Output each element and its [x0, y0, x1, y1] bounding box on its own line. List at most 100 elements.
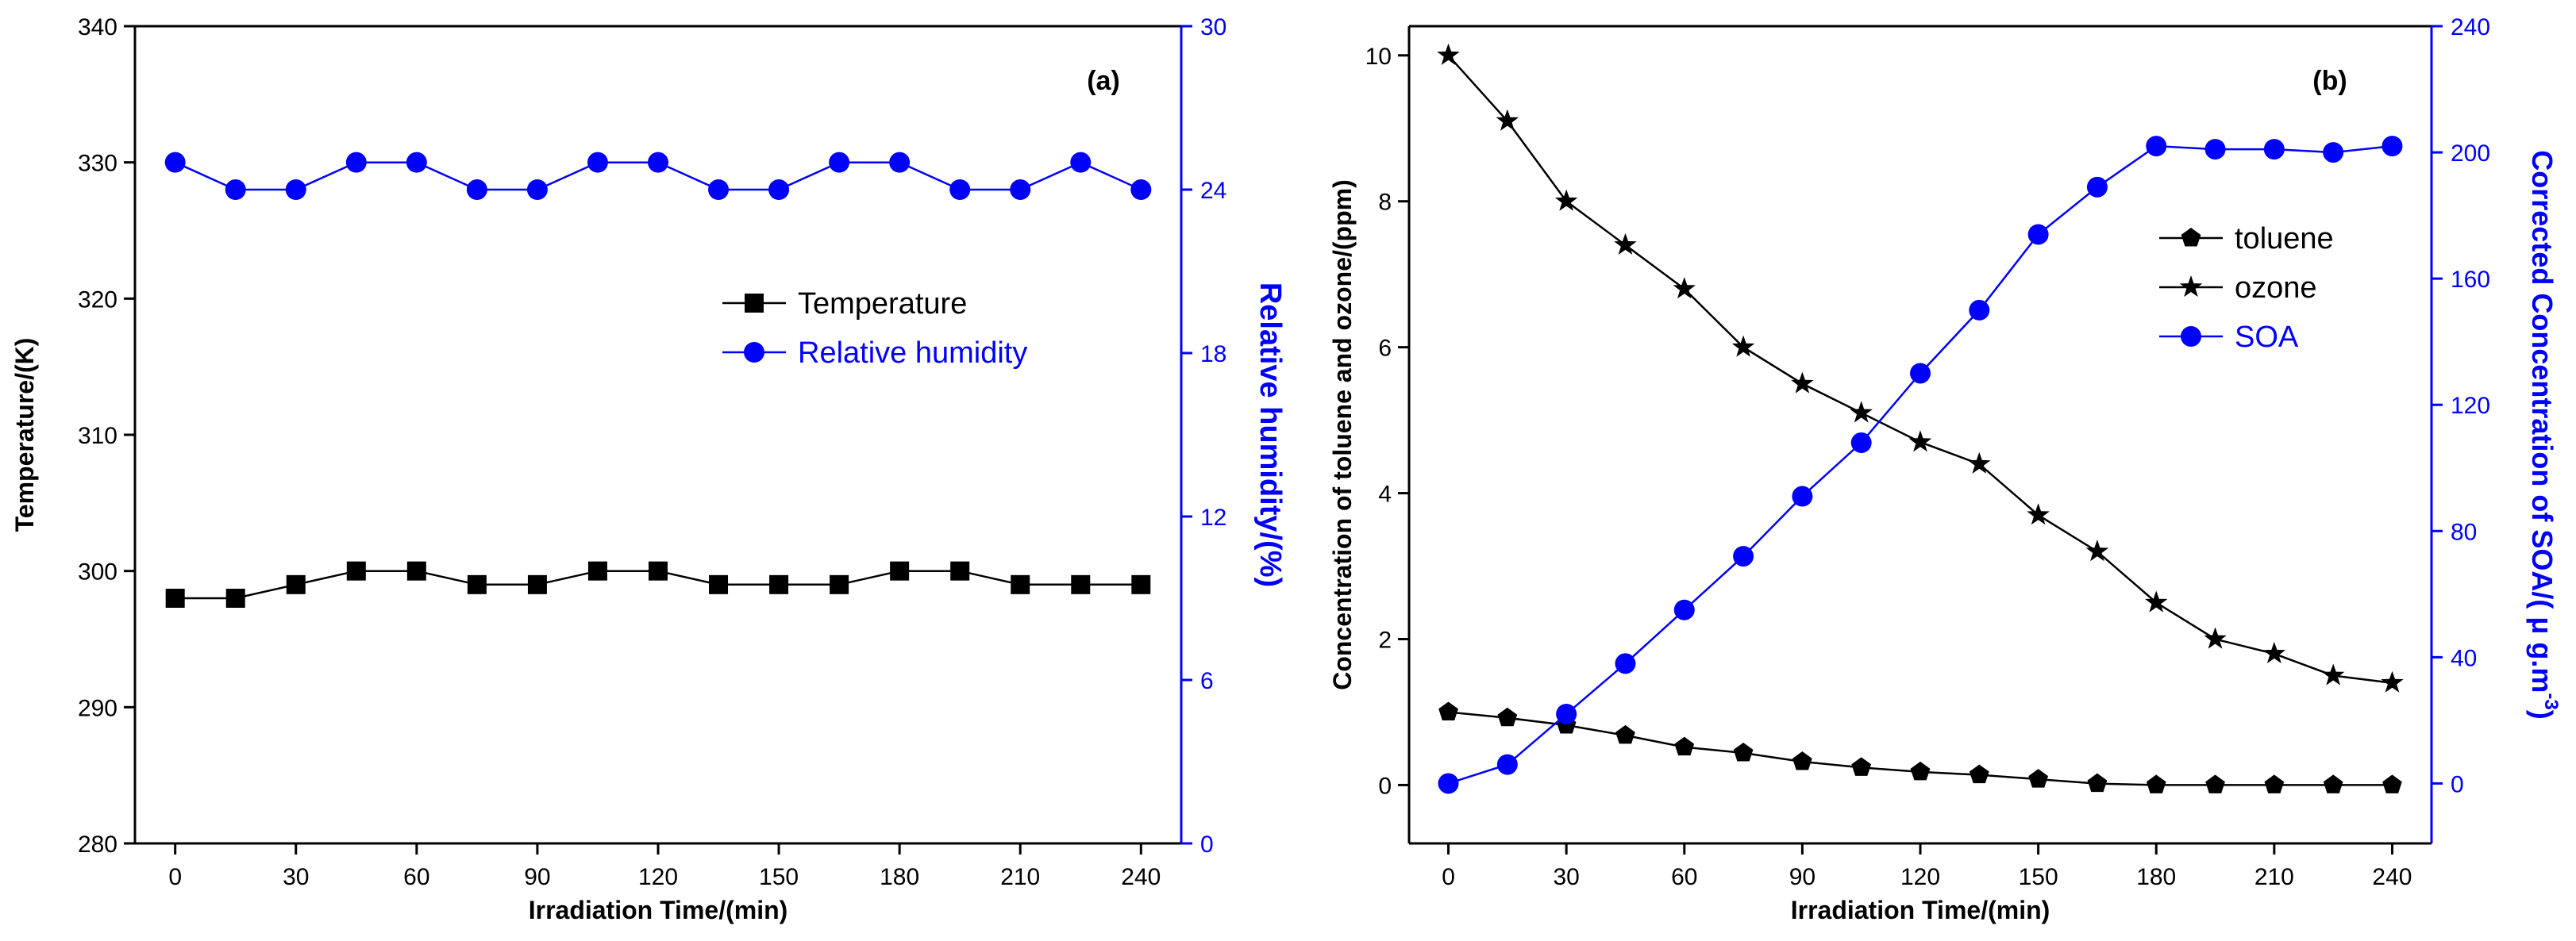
- data-point: [769, 574, 789, 594]
- y-right-tick-label: 240: [2451, 14, 2490, 40]
- data-point: [2262, 641, 2286, 663]
- data-point: [1969, 299, 1990, 321]
- y-left-tick-label: 280: [78, 832, 117, 858]
- x-tick-label: 120: [638, 864, 678, 890]
- y-right-tick-label: 18: [1200, 341, 1226, 367]
- data-point: [2027, 224, 2049, 245]
- data-point: [1131, 574, 1151, 594]
- y-left-tick-label: 0: [1378, 773, 1392, 799]
- data-point: [406, 152, 427, 173]
- legend: toluene ozone SOA: [2159, 222, 2334, 354]
- chart-panel-b: 0 30 60 90 120 150 180 210 240 0 2 4 6 8 10 0 40 80 120 160…: [1328, 14, 2562, 924]
- legend-entry: toluene: [2235, 222, 2334, 255]
- y-right-tick-label: 12: [1200, 505, 1226, 531]
- data-point: [2381, 670, 2404, 693]
- y-right-tick-label: 6: [1200, 668, 1214, 694]
- data-point: [466, 179, 487, 200]
- data-point: [406, 561, 426, 581]
- data-point: [648, 152, 668, 173]
- data-point: [768, 179, 790, 200]
- data-point: [527, 574, 547, 594]
- y-left-tick-label: 2: [1378, 628, 1392, 654]
- x-tick-label: 180: [880, 864, 919, 890]
- data-point: [949, 179, 971, 200]
- x-tick-label: 60: [403, 864, 429, 890]
- data-point: [708, 179, 730, 200]
- data-point: [1792, 751, 1812, 770]
- data-point: [889, 152, 911, 173]
- legend-marker: [2181, 326, 2201, 347]
- y-right-axis-label-close: ): [2526, 710, 2559, 720]
- y-right-tick-label: 160: [2451, 267, 2490, 293]
- data-point: [2264, 774, 2285, 793]
- data-point: [1614, 232, 1637, 255]
- legend-marker: [745, 294, 764, 313]
- data-point: [830, 574, 849, 594]
- x-tick-label: 30: [283, 864, 309, 890]
- data-point: [1010, 179, 1031, 200]
- y-left-tick-label: 320: [78, 286, 117, 313]
- data-point: [1070, 152, 1092, 173]
- y-left-tick-label: 340: [78, 14, 117, 40]
- data-point: [2086, 176, 2108, 198]
- y-right-axis-label-superscript: -3: [2540, 693, 2562, 709]
- data-point: [2204, 139, 2226, 160]
- data-point: [1733, 546, 1754, 567]
- data-point: [2263, 139, 2285, 160]
- legend-entry: SOA: [2235, 321, 2299, 354]
- legend-marker: [744, 342, 764, 363]
- y-right-tick-label: 200: [2451, 140, 2490, 167]
- series-relative-humidity: [164, 152, 1152, 200]
- x-tick-label: 120: [1900, 864, 1940, 890]
- y-right-tick-label: 120: [2451, 393, 2490, 419]
- chart-panel-a: 0 30 60 90 120 150 180 210 240280290300310320330…: [10, 14, 1287, 924]
- data-point: [2321, 663, 2345, 686]
- data-point: [1850, 432, 1872, 453]
- x-tick-label: 0: [168, 864, 182, 890]
- data-point: [1554, 189, 1578, 211]
- data-point: [2323, 774, 2343, 793]
- y-right-tick-label: 24: [1200, 178, 1226, 204]
- data-point: [1130, 179, 1152, 200]
- data-point: [2085, 540, 2109, 562]
- data-point: [1908, 430, 1932, 452]
- data-point: [1071, 574, 1091, 594]
- data-point: [1615, 653, 1636, 674]
- data-point: [2382, 136, 2403, 157]
- data-point: [1910, 761, 1931, 781]
- data-point: [1910, 363, 1931, 384]
- legend: Temperature Relative humidity: [722, 287, 1027, 370]
- data-point: [1497, 707, 1518, 727]
- data-point: [2146, 774, 2166, 793]
- data-point: [1791, 371, 1814, 394]
- y-left-axis-label: Concentration of toluene and ozone/(ppm): [1328, 179, 1357, 690]
- panel-label: (a): [1087, 66, 1120, 96]
- data-point: [225, 589, 245, 608]
- data-point: [285, 179, 306, 200]
- data-point: [1851, 757, 1872, 776]
- data-point: [2028, 769, 2048, 788]
- data-point: [1969, 764, 1989, 784]
- data-point: [890, 561, 910, 581]
- y-right-tick-label: 80: [2451, 519, 2477, 545]
- legend-entry: ozone: [2235, 271, 2317, 305]
- x-tick-label: 60: [1671, 864, 1697, 890]
- series-soa: [1438, 136, 2403, 794]
- x-tick-label: 240: [2372, 864, 2412, 890]
- y-left-tick-label: 300: [78, 559, 117, 586]
- x-axis-label: Irradiation Time/(min): [529, 896, 788, 924]
- data-point: [2145, 590, 2168, 613]
- x-tick-label: 150: [759, 864, 799, 890]
- data-point: [1437, 43, 1460, 65]
- data-point: [286, 574, 306, 594]
- data-point: [467, 574, 487, 594]
- x-tick-label: 210: [1000, 864, 1040, 890]
- data-point: [1733, 743, 1754, 762]
- data-point: [1673, 277, 1696, 299]
- data-point: [709, 574, 729, 594]
- legend-marker: [2181, 228, 2201, 247]
- y-right-axis-label: Relative humidity/(%): [1253, 282, 1287, 587]
- y-left-tick-label: 6: [1378, 336, 1392, 362]
- x-axis-label: Irradiation Time/(min): [1791, 896, 2050, 924]
- x-tick-label: 0: [1442, 864, 1455, 890]
